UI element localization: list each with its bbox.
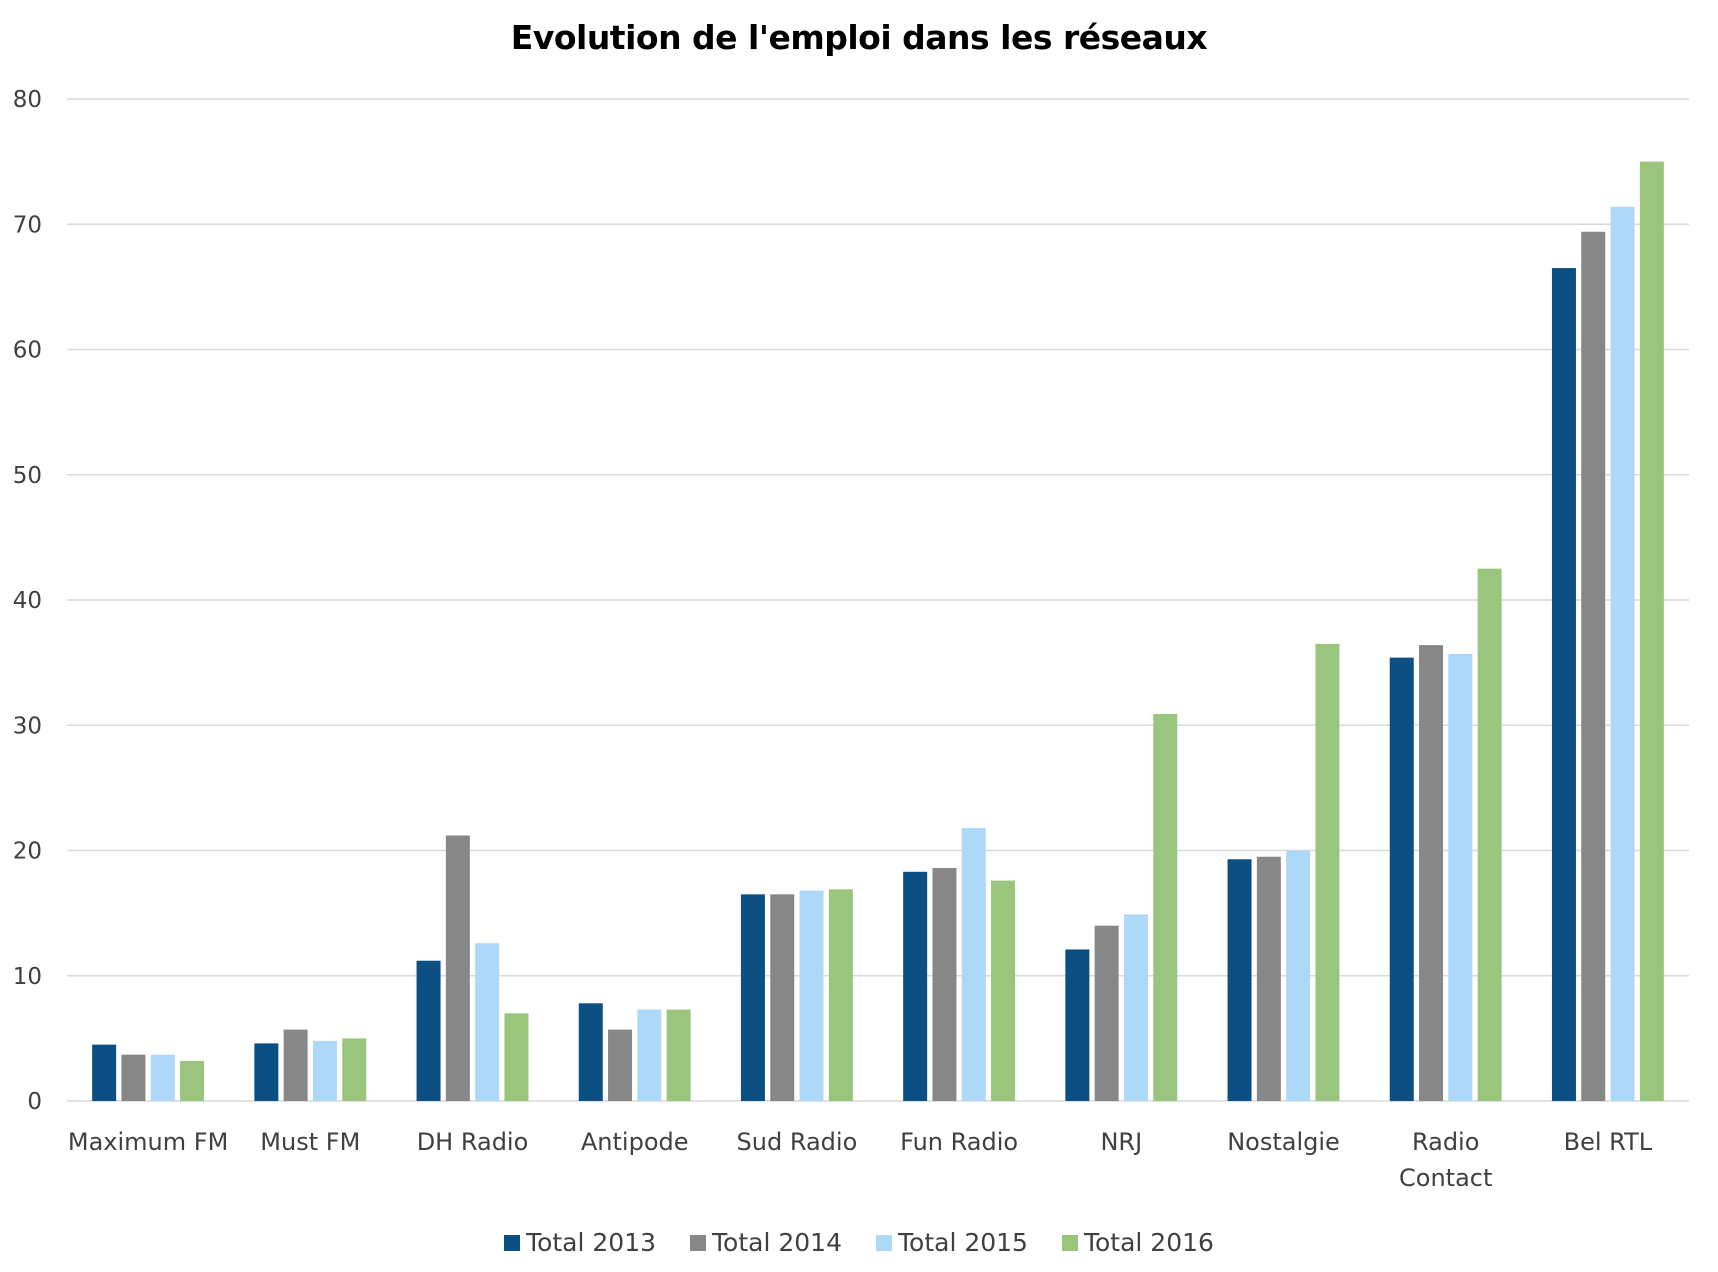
bar-fun-radio-total-2015	[961, 827, 986, 1101]
bar-antipode-total-2014	[608, 1029, 633, 1101]
bar-nrj-total-2014	[1094, 925, 1119, 1101]
bar-must-fm-total-2016	[342, 1038, 367, 1101]
bar-antipode-total-2015	[637, 1009, 662, 1101]
legend-item: Total 2014	[690, 1228, 842, 1257]
bar-maximum-fm-total-2016	[180, 1060, 205, 1101]
y-tick-label: 70	[13, 212, 42, 238]
legend-item: Total 2013	[504, 1228, 656, 1257]
y-tick-label: 50	[13, 463, 42, 489]
legend-label: Total 2014	[712, 1228, 842, 1257]
x-category-label: Antipode	[581, 1128, 689, 1156]
bar-must-fm-total-2015	[312, 1040, 337, 1101]
bar-radio-contact-total-2013	[1389, 657, 1414, 1101]
x-category-label: Contact	[1399, 1164, 1492, 1192]
legend-label: Total 2016	[1083, 1228, 1214, 1257]
bar-fun-radio-total-2016	[991, 880, 1016, 1101]
bar-fun-radio-total-2013	[903, 871, 928, 1101]
bar-maximum-fm-total-2013	[92, 1044, 117, 1101]
x-category-label: DH Radio	[417, 1128, 529, 1156]
x-category-label: Must FM	[260, 1128, 360, 1156]
y-tick-label: 10	[13, 964, 42, 990]
bar-maximum-fm-total-2014	[121, 1054, 146, 1101]
bar-nostalgie-total-2014	[1256, 856, 1281, 1101]
bar-dh-radio-total-2015	[475, 943, 500, 1101]
legend-swatch	[504, 1234, 521, 1251]
bar-nrj-total-2013	[1065, 949, 1090, 1101]
legend-swatch	[876, 1234, 892, 1251]
bar-bel-rtl-total-2016	[1639, 161, 1664, 1101]
y-tick-label: 0	[27, 1089, 42, 1115]
x-category-label: Sud Radio	[737, 1128, 858, 1156]
bar-sud-radio-total-2013	[740, 894, 765, 1101]
bar-nrj-total-2015	[1123, 914, 1148, 1101]
bar-antipode-total-2013	[578, 1003, 603, 1101]
bar-must-fm-total-2014	[283, 1029, 308, 1101]
bar-must-fm-total-2013	[254, 1043, 279, 1101]
gridlines	[67, 98, 1689, 1102]
bar-sud-radio-total-2015	[799, 890, 824, 1101]
bar-antipode-total-2016	[666, 1009, 691, 1101]
y-tick-label: 30	[13, 713, 42, 739]
x-category-label: Fun Radio	[900, 1128, 1018, 1156]
chart-title: Evolution de l'emploi dans les réseaux	[510, 18, 1208, 57]
bar-nostalgie-total-2013	[1227, 859, 1252, 1101]
x-axis-labels: Maximum FM Must FM DH Radio Antipode Sud Rad…	[68, 1128, 1653, 1192]
bar-fun-radio-total-2014	[932, 868, 957, 1101]
y-tick-label: 20	[13, 839, 42, 865]
bar-nostalgie-total-2015	[1286, 850, 1311, 1101]
bar-radio-contact-total-2016	[1477, 568, 1502, 1101]
legend-swatch	[1061, 1234, 1078, 1251]
legend-label: Total 2015	[898, 1228, 1028, 1257]
x-category-label: Nostalgie	[1227, 1128, 1340, 1156]
x-category-label: Bel RTL	[1564, 1128, 1653, 1156]
bar-radio-contact-total-2015	[1448, 653, 1473, 1101]
legend-item: Total 2016	[1061, 1228, 1214, 1257]
bar-nostalgie-total-2016	[1315, 643, 1340, 1101]
bar-dh-radio-total-2013	[416, 960, 441, 1101]
bar-sud-radio-total-2014	[770, 894, 795, 1101]
y-axis-ticks: 0 10 20 30 40 50 60 70 80	[13, 87, 42, 1115]
bars	[92, 161, 1664, 1102]
y-tick-label: 40	[13, 588, 42, 614]
legend-item: Total 2015	[876, 1228, 1028, 1257]
bar-bel-rtl-total-2014	[1581, 231, 1606, 1101]
bar-radio-contact-total-2014	[1419, 645, 1444, 1101]
bar-bel-rtl-total-2015	[1610, 206, 1635, 1102]
bar-dh-radio-total-2016	[504, 1013, 529, 1101]
y-tick-label: 80	[13, 87, 42, 113]
bar-nrj-total-2016	[1153, 713, 1178, 1101]
bar-sud-radio-total-2016	[828, 889, 853, 1101]
x-category-label: Radio	[1412, 1128, 1479, 1156]
legend-swatch	[690, 1234, 707, 1251]
bar-maximum-fm-total-2015	[150, 1054, 175, 1101]
bar-bel-rtl-total-2013	[1551, 268, 1576, 1101]
x-category-label: NRJ	[1100, 1128, 1142, 1156]
legend: Total 2013 Total 2014 Total 2015 Total 2016	[0, 1228, 1718, 1257]
y-tick-label: 60	[13, 338, 42, 364]
bar-dh-radio-total-2014	[445, 835, 470, 1101]
x-category-label: Maximum FM	[68, 1128, 228, 1156]
legend-label: Total 2013	[526, 1228, 657, 1257]
